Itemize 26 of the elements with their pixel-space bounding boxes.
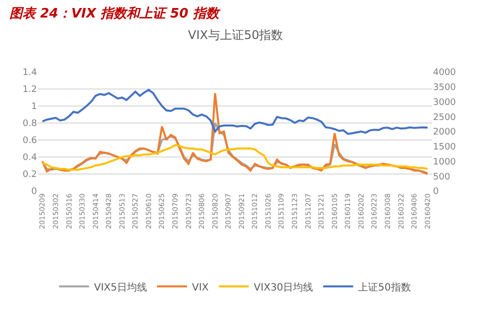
line-series <box>41 88 429 135</box>
chart-title: 图表 24：VIX 指数和上证 50 指数 <box>10 5 221 22</box>
y-tick-label: 0.2 <box>22 170 37 180</box>
y-tick-label: 0.4 <box>22 153 38 164</box>
y-tick-label: 0.6 <box>22 136 38 146</box>
y2-tick-label: 2500 <box>433 112 456 123</box>
y2-tick-label: 0 <box>433 187 439 198</box>
chart-subtitle: VIX与上证50指数 <box>188 28 284 42</box>
legend-label: VIX <box>192 282 209 294</box>
y-tick-label: 0.8 <box>22 119 38 130</box>
y2-tick-label: 3500 <box>433 83 456 94</box>
y2-tick-label: 1500 <box>433 142 456 153</box>
y2-tick-label: 3000 <box>433 98 456 108</box>
y2-tick-label: 1000 <box>433 157 456 168</box>
line-series <box>41 144 429 171</box>
legend-label: VIX30日均线 <box>254 281 314 294</box>
y2-tick-label: 2000 <box>433 128 456 138</box>
y-tick-label: 1.4 <box>22 68 38 78</box>
y2-tick-label: 500 <box>433 172 450 182</box>
line-series <box>41 92 429 175</box>
y-tick-label: 0 <box>31 187 38 198</box>
legend-label: VIX5日均线 <box>94 281 148 294</box>
y-tick-label: 1.2 <box>22 85 37 96</box>
legend-label: 上证50指数 <box>358 281 411 294</box>
y2-tick-label: 4000 <box>433 68 456 78</box>
y-tick-label: 1 <box>31 102 37 112</box>
